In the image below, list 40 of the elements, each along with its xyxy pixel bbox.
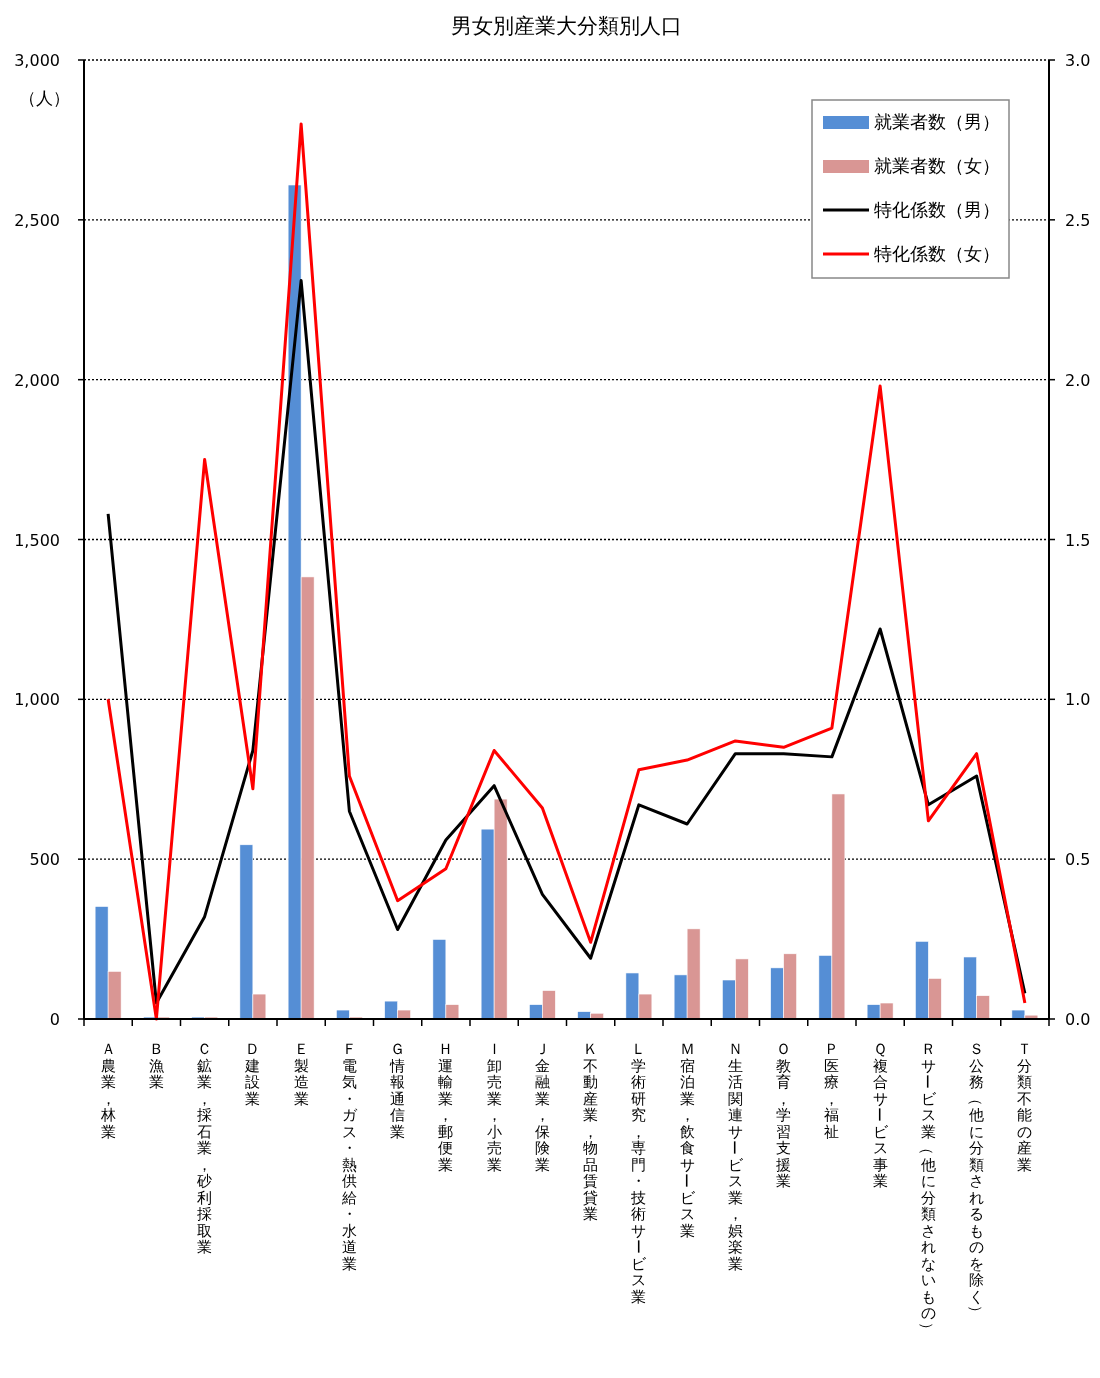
x-tick-label: Ｈ運輸業，郵便業	[438, 1040, 454, 1174]
legend-label: 就業者数（男）	[874, 111, 1000, 132]
y2-tick-label: 1.5	[1065, 530, 1091, 550]
category-label: Ｃ鉱業，採石業，砂利採取業	[197, 1040, 213, 1257]
y-tick-label: 2,000	[14, 370, 60, 390]
y-tick-label: 3,000	[14, 51, 60, 70]
legend-label: 特化係数（女）	[874, 243, 1000, 264]
y2-tick-label: 2.0	[1065, 370, 1091, 390]
x-tick-label: Ｐ医療，福祉	[824, 1040, 840, 1141]
x-tick-label: Ｅ製造業	[293, 1040, 309, 1108]
y-tick-label: 1,000	[14, 690, 60, 710]
y2-tick-label: 0.5	[1065, 850, 1091, 870]
x-tick-label: Ｂ漁業	[148, 1040, 164, 1092]
y2-tick-label: 0.0	[1065, 1010, 1091, 1029]
legend-label: 就業者数（女）	[874, 155, 1000, 176]
category-label: Ｋ不動産業，物品賃貸業	[583, 1040, 599, 1224]
y-tick-label: 0	[49, 1010, 60, 1029]
x-tick-label: Ｊ金融業，保険業	[534, 1040, 550, 1174]
y-tick-label: 500	[29, 850, 60, 870]
y2-tick-label: 3.0	[1065, 51, 1091, 70]
x-tick-label: Ｉ卸売業，小売業	[486, 1040, 502, 1174]
category-label: Ｍ宿泊業，飲食サービス業	[677, 1040, 696, 1240]
chart-title: 男女別産業大分類別人口	[451, 14, 682, 38]
x-tick-label: Ｔ分類不能の産業	[1017, 1040, 1033, 1174]
category-label: Ｌ学術研究，専門・技術サービス業	[628, 1040, 647, 1306]
category-label: Ｓ公務（他に分類されるものを除く）	[966, 1040, 985, 1320]
category-label: Ｒサービス業（他に分類されないもの）	[918, 1040, 937, 1337]
legend-label: 特化係数（男）	[874, 199, 1000, 220]
x-tick-label: Ｄ建設業	[244, 1040, 261, 1108]
x-tick-label: Ｇ情報通信業	[389, 1040, 406, 1141]
y-axis-title: （人）	[18, 88, 70, 108]
category-label: Ｆ電気・ガス・熱供給・水道業	[341, 1040, 357, 1273]
y2-tick-label: 2.5	[1065, 210, 1091, 230]
category-label: Ｏ教育，学習支援業	[776, 1040, 792, 1191]
x-tick-label: Ａ農業，林業	[99, 1040, 116, 1141]
category-label: Ｑ複合サービス事業	[870, 1040, 889, 1191]
y2-tick-label: 1.0	[1065, 690, 1091, 710]
y-tick-label: 2,500	[14, 210, 60, 230]
y-tick-label: 1,500	[14, 530, 60, 550]
category-label: Ｎ生活関連サービス業，娯楽業	[725, 1040, 744, 1273]
